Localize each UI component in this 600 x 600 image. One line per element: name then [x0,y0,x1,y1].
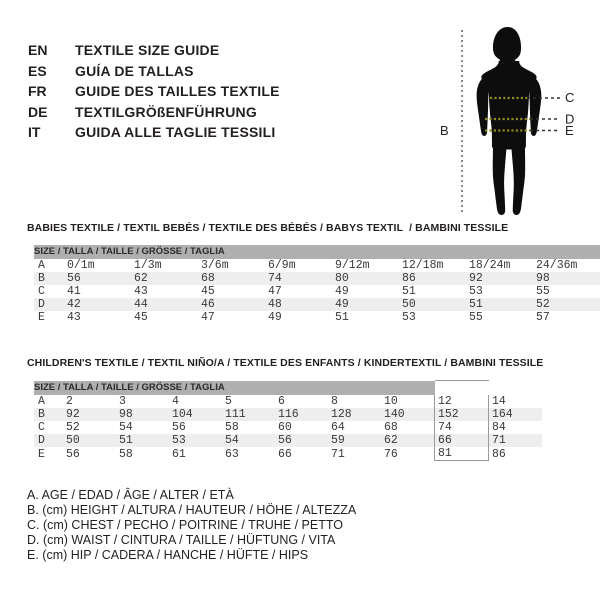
svg-text:C: C [565,90,574,105]
svg-text:B: B [440,123,449,138]
svg-text:E: E [565,123,574,138]
